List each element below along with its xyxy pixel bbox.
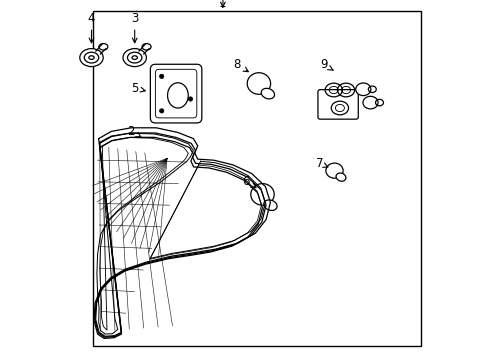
Text: 4: 4	[87, 12, 95, 43]
Ellipse shape	[142, 44, 151, 50]
Text: 7: 7	[316, 157, 327, 170]
Circle shape	[188, 97, 192, 101]
Ellipse shape	[80, 49, 103, 67]
FancyBboxPatch shape	[317, 90, 358, 119]
Ellipse shape	[263, 200, 277, 211]
Ellipse shape	[261, 88, 274, 99]
Text: 3: 3	[131, 12, 138, 43]
Text: 6: 6	[242, 175, 256, 188]
Text: 2: 2	[127, 125, 141, 138]
Ellipse shape	[123, 49, 146, 67]
Circle shape	[159, 109, 163, 113]
FancyBboxPatch shape	[150, 64, 202, 123]
Text: 8: 8	[233, 58, 248, 72]
Ellipse shape	[99, 44, 108, 50]
Text: 1: 1	[219, 0, 226, 10]
Ellipse shape	[325, 163, 343, 178]
Ellipse shape	[250, 184, 274, 205]
Ellipse shape	[355, 83, 370, 95]
Ellipse shape	[362, 96, 377, 109]
Circle shape	[159, 74, 163, 78]
Ellipse shape	[335, 173, 345, 181]
Text: 9: 9	[319, 58, 332, 71]
Text: 5: 5	[131, 82, 145, 95]
Ellipse shape	[247, 73, 270, 94]
